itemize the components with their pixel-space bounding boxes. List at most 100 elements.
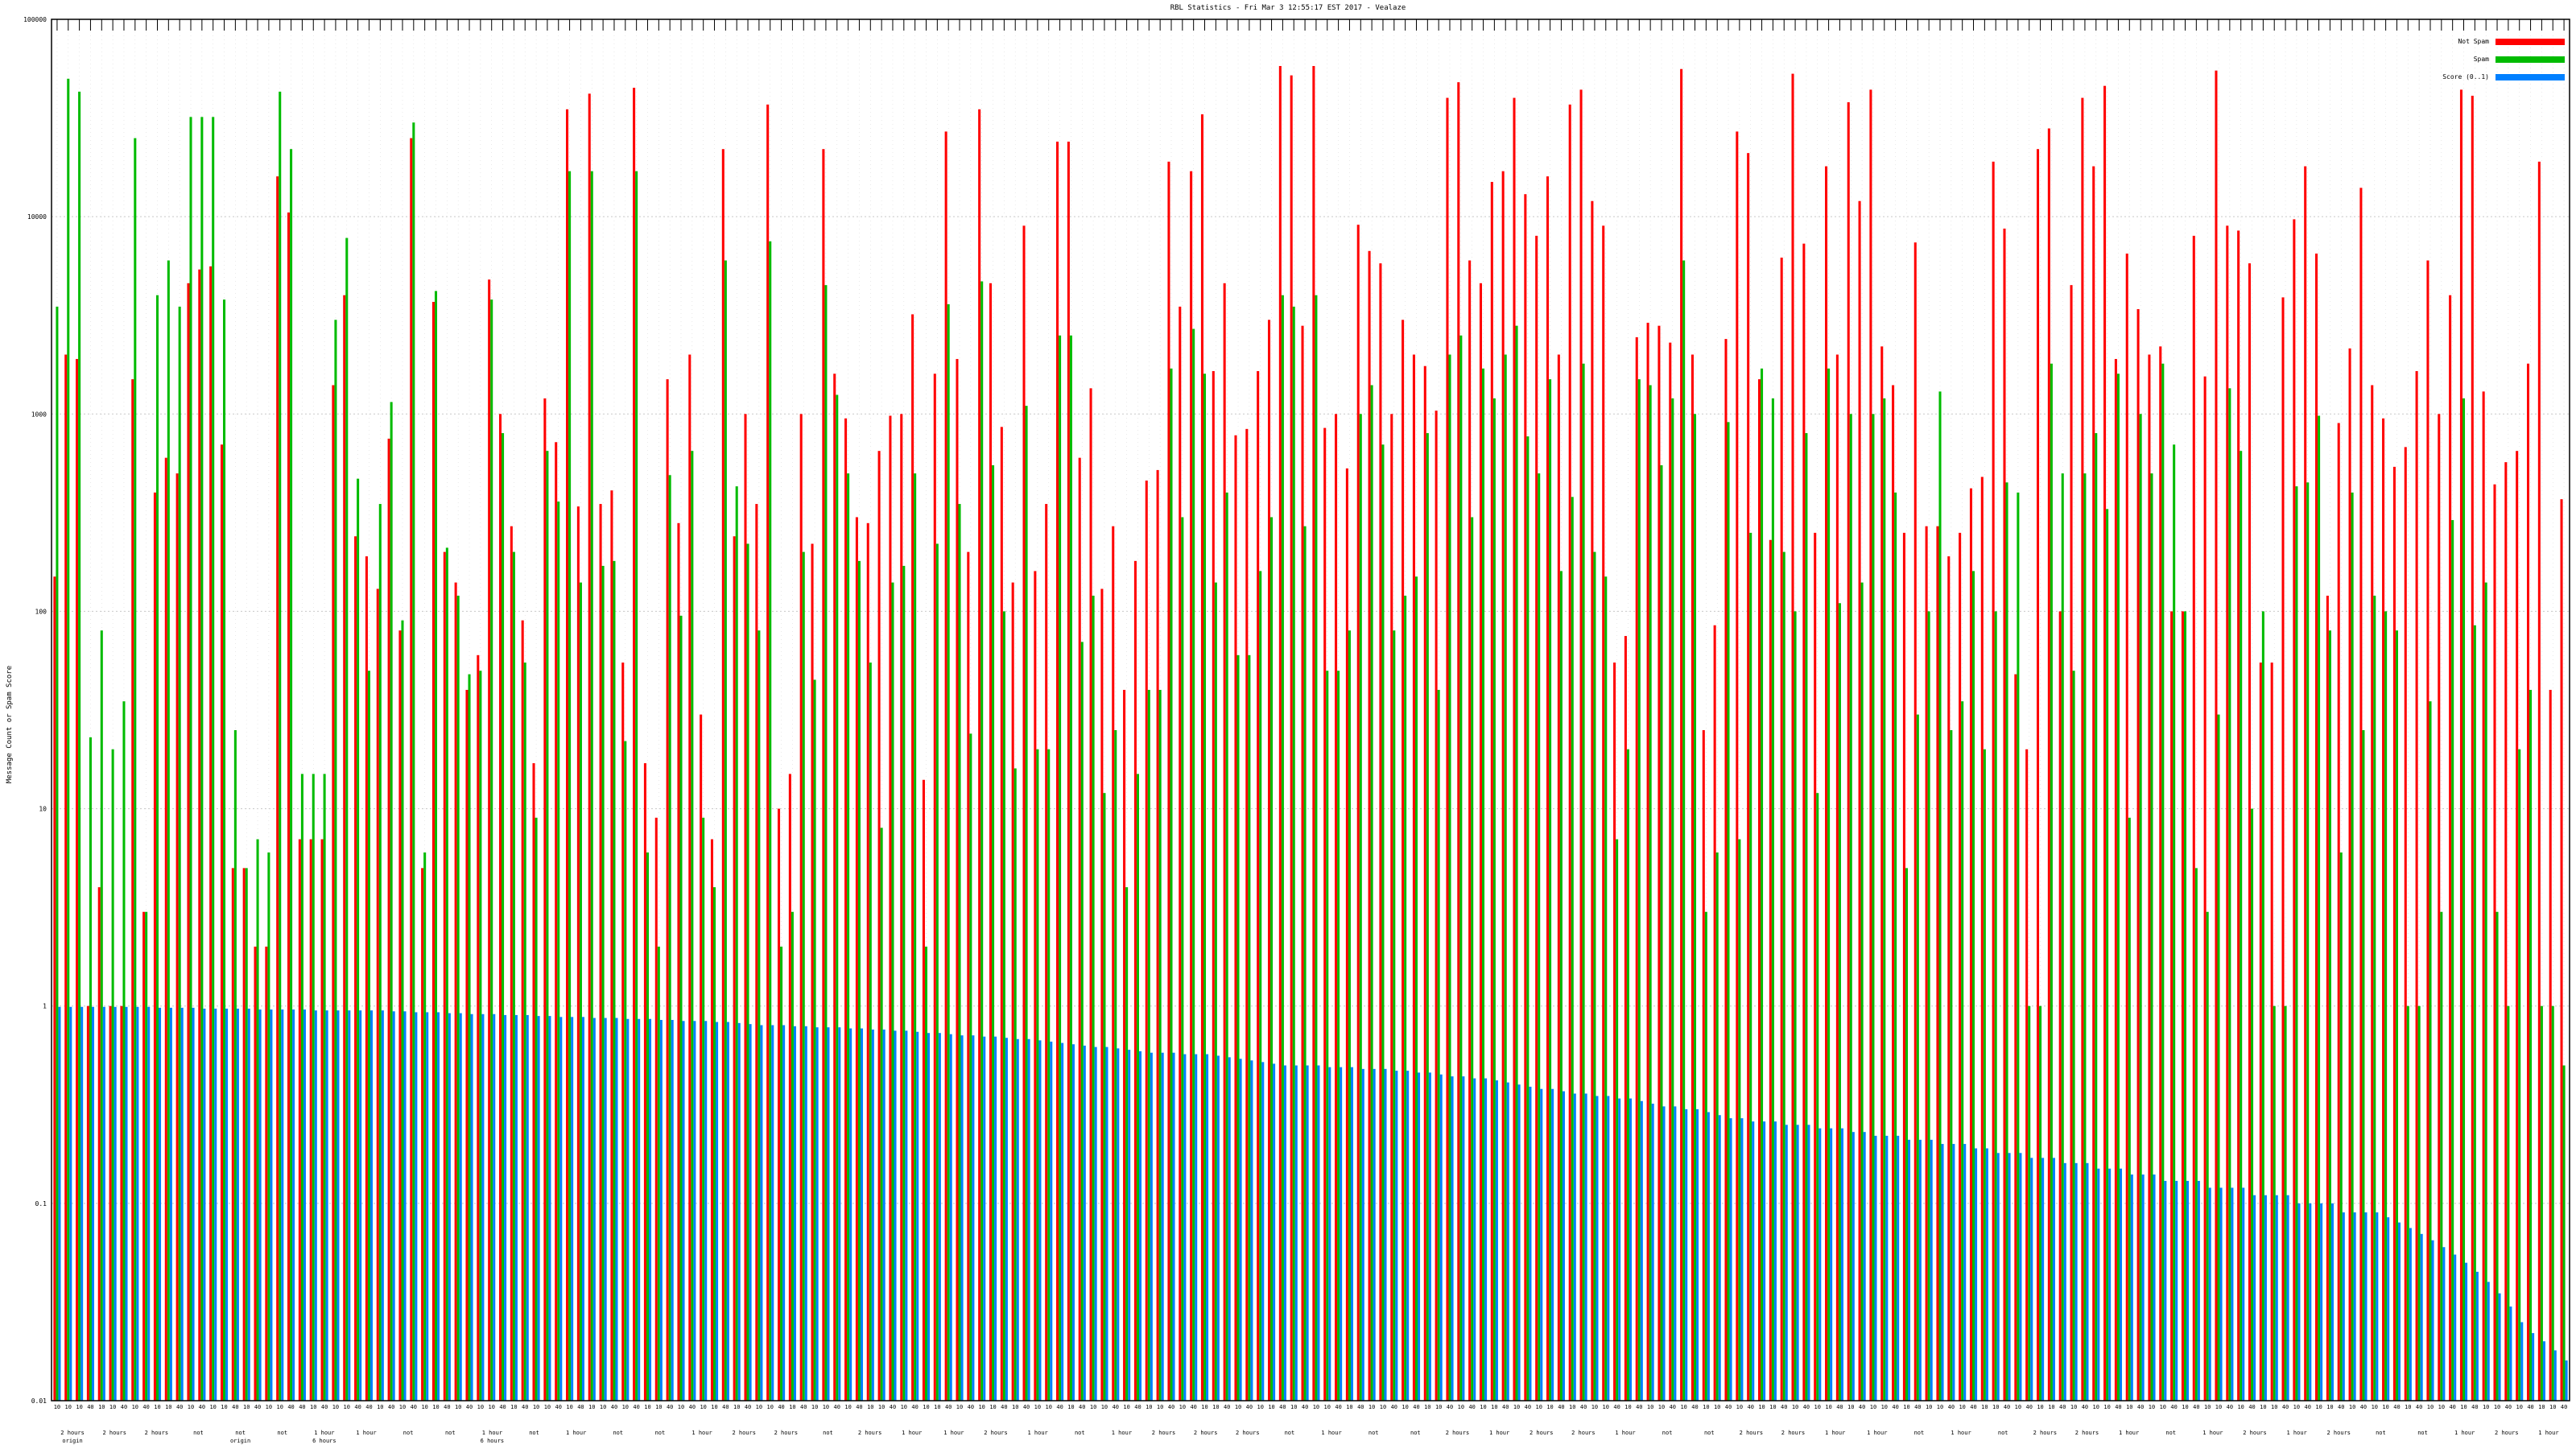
x-group-label: 2 hours bbox=[774, 1430, 799, 1436]
bar-not-spam bbox=[944, 131, 947, 1402]
x-tick-label: 40 bbox=[1335, 1404, 1341, 1410]
x-tick-label: 40 bbox=[466, 1404, 473, 1410]
x-group-label: 2 hours bbox=[1571, 1430, 1596, 1436]
x-tick-label: 40 bbox=[388, 1404, 394, 1410]
legend-swatch bbox=[2496, 56, 2565, 63]
bar-spam bbox=[367, 671, 370, 1401]
bar-not-spam bbox=[1992, 161, 1995, 1402]
bar-spam bbox=[1738, 839, 1741, 1401]
x-group-label: not bbox=[403, 1430, 414, 1436]
bar-spam bbox=[568, 171, 572, 1402]
bar-score bbox=[514, 1014, 518, 1401]
bar-not-spam bbox=[220, 444, 224, 1402]
x-tick-label: 10 bbox=[1513, 1404, 1520, 1410]
x-tick-label: 10 bbox=[1380, 1404, 1386, 1410]
bar-spam bbox=[256, 839, 259, 1401]
x-tick-label: 10 bbox=[566, 1404, 572, 1410]
bar-score bbox=[905, 1030, 908, 1401]
x-tick-label: 40 bbox=[2170, 1404, 2177, 1410]
bar-not-spam bbox=[1568, 104, 1571, 1401]
bar-not-spam bbox=[2504, 462, 2508, 1401]
bar-not-spam bbox=[566, 109, 569, 1402]
x-tick-label: 40 bbox=[1001, 1404, 1007, 1410]
x-tick-label: 40 bbox=[968, 1404, 974, 1410]
bar-score bbox=[559, 1017, 563, 1401]
bar-spam bbox=[2139, 414, 2142, 1402]
bar-score bbox=[1796, 1125, 1799, 1401]
bar-spam bbox=[2440, 911, 2443, 1401]
bar-score bbox=[994, 1036, 997, 1401]
bar-score bbox=[737, 1022, 741, 1401]
x-group-label: 2 hours bbox=[2033, 1430, 2058, 1436]
bar-spam bbox=[546, 451, 549, 1401]
bar-not-spam bbox=[1301, 325, 1304, 1402]
bar-not-spam bbox=[2459, 89, 2462, 1401]
bar-score bbox=[114, 1006, 117, 1401]
bar-not-spam bbox=[700, 714, 703, 1401]
bar-spam bbox=[1281, 295, 1284, 1401]
bar-not-spam bbox=[1368, 250, 1371, 1401]
bar-not-spam bbox=[2516, 451, 2519, 1401]
bar-score bbox=[2041, 1158, 2045, 1401]
bar-not-spam bbox=[1579, 89, 1583, 1401]
bar-score bbox=[1629, 1098, 1633, 1401]
bar-spam bbox=[836, 394, 839, 1401]
bar-score bbox=[1996, 1153, 2000, 1401]
bar-not-spam bbox=[242, 868, 246, 1401]
bar-not-spam bbox=[710, 839, 713, 1401]
bar-score bbox=[1428, 1072, 1431, 1401]
bar-score bbox=[726, 1022, 729, 1401]
bar-not-spam bbox=[2293, 219, 2296, 1401]
bar-not-spam bbox=[833, 374, 836, 1401]
bar-score bbox=[1640, 1100, 1643, 1401]
x-tick-label: 10 bbox=[1546, 1404, 1553, 1410]
bar-score bbox=[2498, 1293, 2501, 1401]
bar-spam bbox=[1860, 582, 1864, 1401]
bar-score bbox=[1718, 1115, 1721, 1401]
bar-score bbox=[1439, 1074, 1443, 1401]
bar-spam bbox=[824, 285, 828, 1402]
bar-score bbox=[760, 1025, 763, 1401]
bar-spam bbox=[412, 122, 415, 1402]
bar-not-spam bbox=[354, 536, 357, 1402]
bar-spam bbox=[1515, 325, 1518, 1402]
x-tick-label: 10 bbox=[2483, 1404, 2489, 1410]
bar-score bbox=[392, 1011, 395, 1401]
bar-score bbox=[1206, 1054, 1209, 1401]
bar-not-spam bbox=[1669, 342, 1672, 1401]
x-group-label: 1 hour bbox=[691, 1430, 712, 1436]
x-tick-label: 10 bbox=[1435, 1404, 1442, 1410]
x-tick-label: 10 bbox=[1591, 1404, 1598, 1410]
bar-score bbox=[615, 1018, 618, 1401]
bar-not-spam bbox=[2192, 235, 2195, 1401]
x-group-label: 1 hour bbox=[356, 1430, 376, 1436]
bar-score bbox=[1662, 1106, 1666, 1401]
x-tick-label: 40 bbox=[2393, 1404, 2400, 1410]
x-tick-label: 10 bbox=[165, 1404, 171, 1410]
bar-score bbox=[2141, 1174, 2145, 1401]
bar-score bbox=[581, 1017, 585, 1401]
bar-not-spam bbox=[1145, 480, 1148, 1401]
bar-score bbox=[1384, 1068, 1387, 1401]
bar-score bbox=[1773, 1121, 1777, 1401]
bar-not-spam bbox=[1423, 365, 1426, 1401]
bar-spam bbox=[2473, 625, 2476, 1401]
x-group-label: 1 hour bbox=[1951, 1430, 1971, 1436]
bar-spam bbox=[267, 852, 270, 1401]
x-tick-label: 10 bbox=[2382, 1404, 2388, 1410]
x-tick-label: 40 bbox=[1914, 1404, 1921, 1410]
bar-spam bbox=[1849, 414, 1852, 1402]
bar-score bbox=[270, 1009, 273, 1401]
bar-spam bbox=[2095, 433, 2098, 1402]
x-group-label: 1 hour bbox=[1615, 1430, 1635, 1436]
bar-spam bbox=[89, 737, 92, 1401]
x-tick-label: 10 bbox=[1736, 1404, 1743, 1410]
bar-score bbox=[849, 1028, 852, 1401]
x-tick-label: 10 bbox=[488, 1404, 494, 1410]
bar-not-spam bbox=[2103, 85, 2107, 1402]
bar-score bbox=[2108, 1168, 2112, 1401]
bar-not-spam bbox=[1724, 339, 1728, 1402]
bar-not-spam bbox=[666, 379, 669, 1402]
x-tick-label: 10 bbox=[1480, 1404, 1486, 1410]
bar-score bbox=[1763, 1121, 1766, 1401]
